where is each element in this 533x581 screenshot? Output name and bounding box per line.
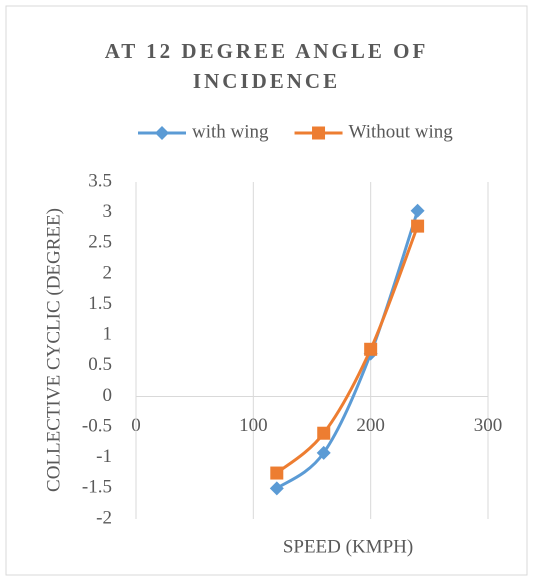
y-tick-label: -2 bbox=[96, 507, 112, 528]
marker bbox=[155, 126, 169, 140]
y-tick-label: 3 bbox=[103, 201, 113, 222]
chart-title: AT 12 DEGREE ANGLE OF INCIDENCE bbox=[104, 39, 429, 93]
marker bbox=[410, 203, 425, 218]
y-tick-label: -0.5 bbox=[82, 415, 112, 436]
y-tick-label: 2.5 bbox=[88, 232, 112, 253]
x-tick-label: 100 bbox=[239, 415, 268, 436]
marker bbox=[269, 481, 284, 496]
marker bbox=[316, 445, 331, 460]
x-axis-label: SPEED (KMPH) bbox=[283, 536, 413, 557]
y-tick-label: 0.5 bbox=[88, 354, 112, 375]
series-line bbox=[275, 210, 420, 490]
marker bbox=[312, 126, 326, 140]
x-tick-label: 200 bbox=[356, 415, 385, 436]
marker bbox=[411, 219, 425, 233]
marker bbox=[317, 426, 331, 440]
legend-label: with wing bbox=[192, 121, 269, 142]
y-tick-label: 3.5 bbox=[88, 170, 112, 191]
y-tick-label: 0 bbox=[103, 385, 113, 406]
chart-border bbox=[5, 5, 528, 576]
series-line bbox=[275, 225, 420, 475]
legend-label: Without wing bbox=[349, 121, 454, 142]
marker bbox=[364, 342, 378, 356]
x-tick-label: 300 bbox=[474, 415, 503, 436]
y-tick-label: 2 bbox=[103, 262, 113, 283]
y-axis-label: COLLECTIVE CYCLIC (DEGREE) bbox=[43, 208, 64, 492]
marker bbox=[270, 466, 284, 480]
y-tick-label: 1.5 bbox=[88, 293, 112, 314]
y-tick-label: 1 bbox=[103, 324, 113, 345]
y-tick-label: -1 bbox=[96, 446, 112, 467]
y-tick-label: -1.5 bbox=[82, 477, 112, 498]
